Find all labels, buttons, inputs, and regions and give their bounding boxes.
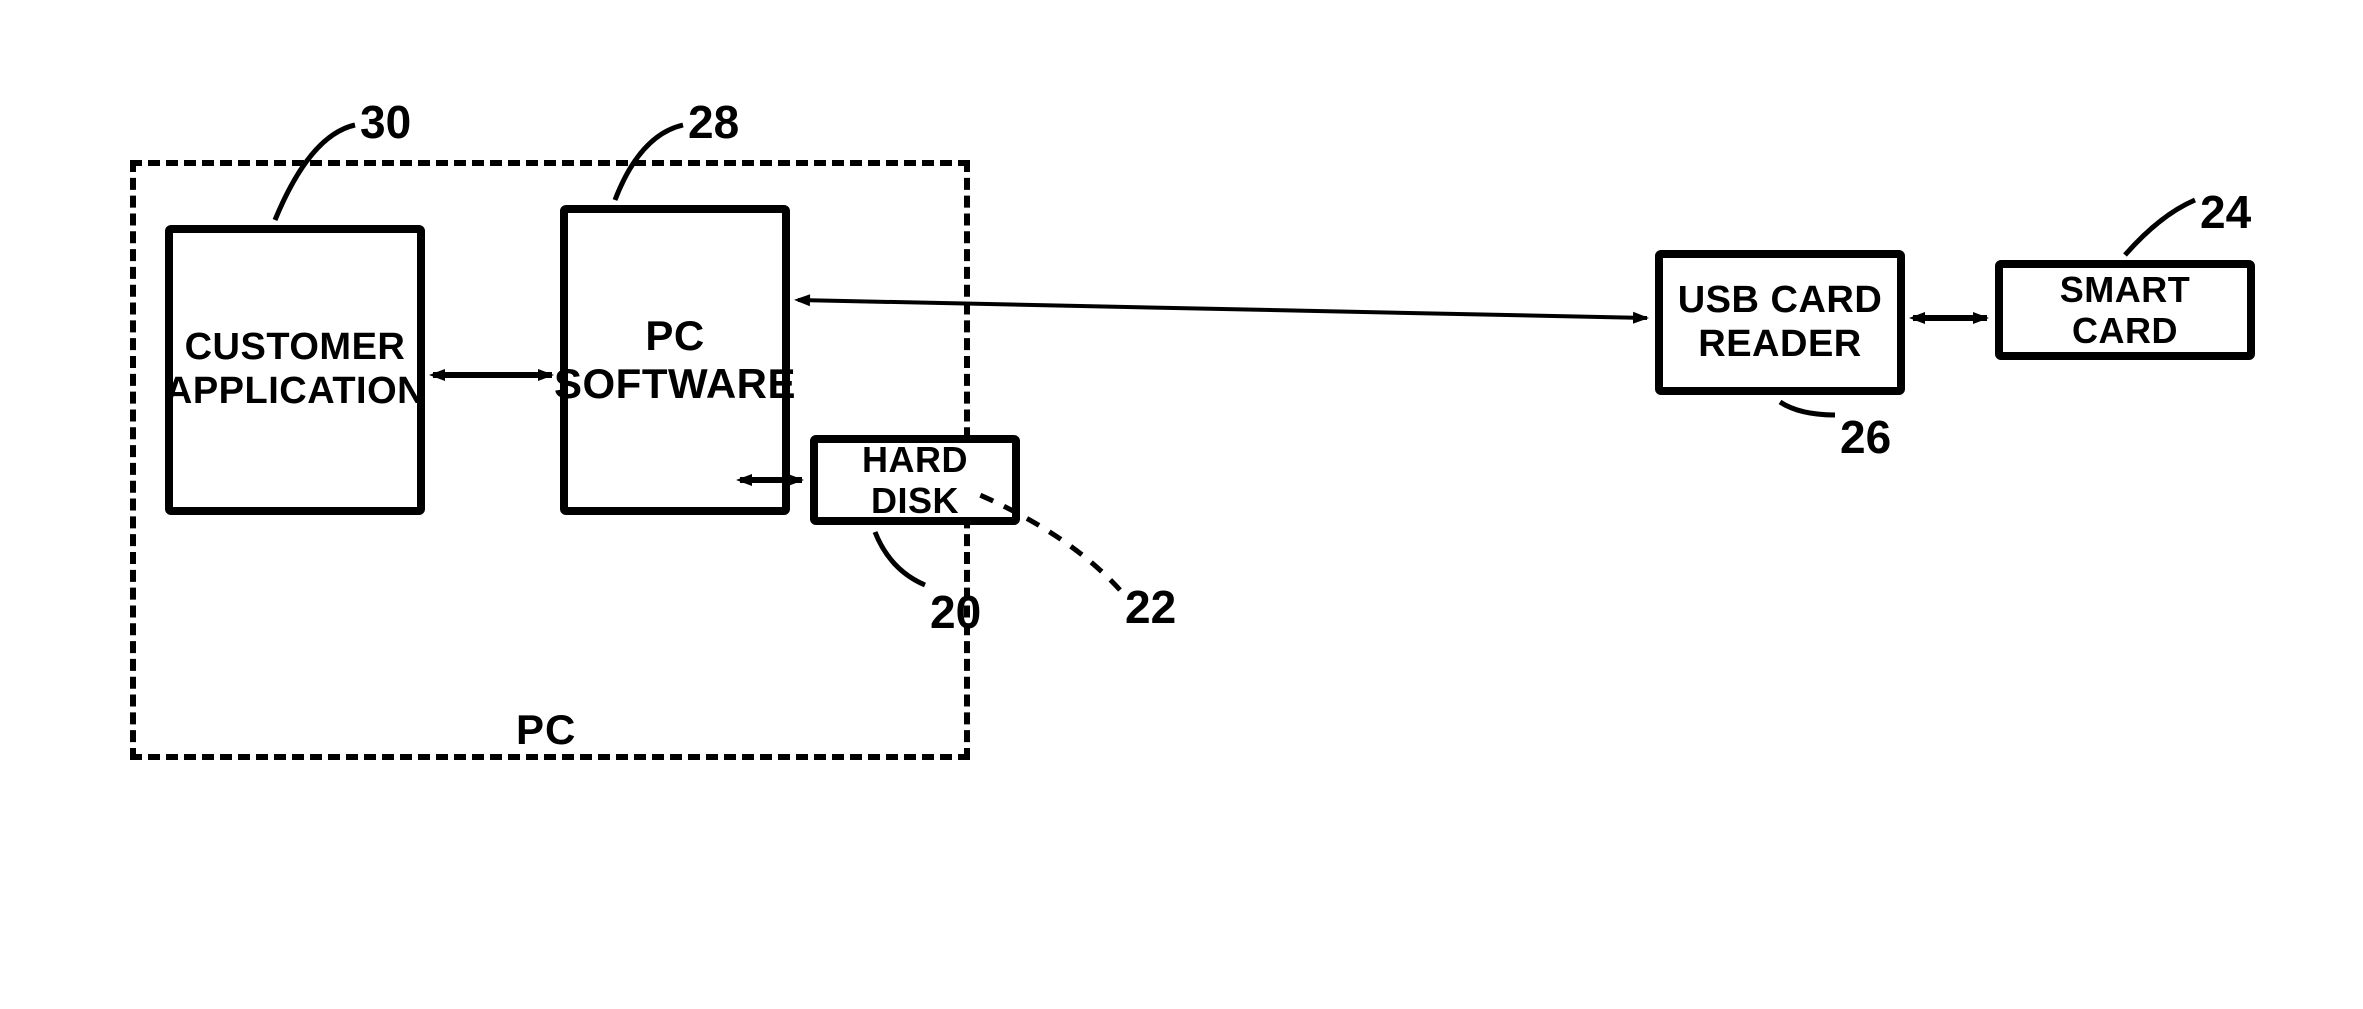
node-label: CUSTOMERAPPLICATION: [165, 326, 425, 413]
node-customer-application: CUSTOMERAPPLICATION: [165, 225, 425, 515]
node-label: SMART CARD: [2003, 269, 2247, 352]
pc-container-label: PC: [516, 706, 576, 754]
node-usb-card-reader: USB CARDREADER: [1655, 250, 1905, 395]
node-smart-card: SMART CARD: [1995, 260, 2255, 360]
diagram-canvas: PC CUSTOMERAPPLICATION PCSOFTWARE HARD D…: [100, 100, 2263, 909]
leader-26: [1780, 402, 1835, 415]
leader-24: [2125, 200, 2195, 255]
node-hard-disk: HARD DISK: [810, 435, 1020, 525]
node-label: USB CARDREADER: [1678, 279, 1883, 366]
node-label: HARD DISK: [818, 439, 1012, 522]
ref-label-20: 20: [930, 585, 981, 639]
ref-label-24: 24: [2200, 185, 2251, 239]
ref-label-26: 26: [1840, 410, 1891, 464]
ref-label-28: 28: [688, 95, 739, 149]
node-pc-software: PCSOFTWARE: [560, 205, 790, 515]
ref-label-22: 22: [1125, 580, 1176, 634]
node-label: PCSOFTWARE: [554, 312, 796, 409]
ref-label-30: 30: [360, 95, 411, 149]
